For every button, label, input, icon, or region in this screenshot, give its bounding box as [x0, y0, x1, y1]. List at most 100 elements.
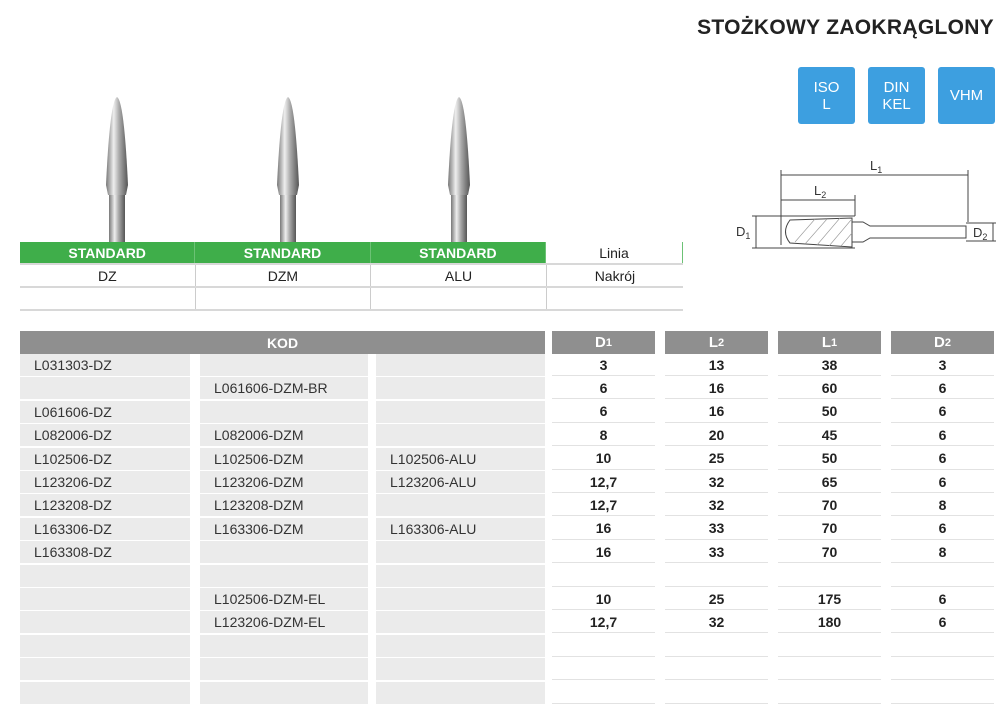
- l1-cell: 175: [778, 588, 881, 610]
- d1-cell: [552, 565, 655, 587]
- kod-cell: L102506-DZ: [20, 447, 190, 470]
- l2-cell: 25: [665, 588, 768, 610]
- kod-cell: [200, 400, 368, 423]
- table-row: L061606-DZ 6 16 50 6: [0, 400, 1006, 424]
- kod-cell: L123208-DZ: [20, 494, 190, 517]
- d1-cell: [552, 682, 655, 704]
- kod-cell: [376, 400, 545, 423]
- burr-image-dz: [106, 97, 128, 243]
- kod-cell: [200, 634, 368, 657]
- label-l2: L2: [814, 183, 826, 200]
- l2-cell: 13: [665, 354, 768, 376]
- d2-cell: [891, 565, 994, 587]
- l2-cell: 16: [665, 377, 768, 400]
- empty-cell: [371, 288, 547, 309]
- l1-cell: 70: [778, 541, 881, 564]
- d1-cell: 10: [552, 588, 655, 610]
- d1-cell: 8: [552, 424, 655, 447]
- cut-cell: DZ: [20, 265, 196, 286]
- line-cell: STANDARD: [370, 242, 547, 263]
- l2-cell: 32: [665, 494, 768, 517]
- empty-cell: [20, 288, 196, 309]
- kod-cell: [376, 424, 545, 447]
- l1-cell: [778, 565, 881, 587]
- l1-cell: 45: [778, 424, 881, 447]
- kod-cell: [376, 588, 545, 610]
- header-subscript: 2: [718, 336, 725, 349]
- d2-cell: 6: [891, 518, 994, 540]
- empty-cell: [196, 288, 372, 309]
- kod-cell: [376, 494, 545, 517]
- header-letter: L: [821, 334, 832, 351]
- l1-cell: 70: [778, 518, 881, 540]
- l1-cell: 60: [778, 377, 881, 400]
- l2-cell: [665, 635, 768, 657]
- kod-cell: [20, 588, 190, 610]
- d1-cell: 16: [552, 541, 655, 564]
- d1-cell: 3: [552, 354, 655, 376]
- label-l1: L1: [870, 158, 882, 175]
- table-row: [0, 634, 1006, 658]
- d2-cell: 6: [891, 424, 994, 447]
- table-row: L123206-DZM-EL 12,7 32 180 6: [0, 611, 1006, 634]
- line-label: Linia: [546, 242, 684, 263]
- kod-cell: [376, 681, 545, 704]
- d2-cell: 8: [891, 494, 994, 517]
- d2-cell: [891, 658, 994, 681]
- l1-cell: 50: [778, 401, 881, 423]
- table-row: L102506-DZM-EL 10 25 175 6: [0, 588, 1006, 611]
- l1-cell: [778, 658, 881, 681]
- kod-cell: [376, 611, 545, 634]
- kod-cell: [20, 681, 190, 704]
- cut-label: Nakrój: [594, 267, 636, 284]
- header-letter: L: [708, 334, 719, 351]
- d1-cell: 12,7: [552, 471, 655, 493]
- kod-cell: [376, 658, 545, 681]
- kod-cell: [376, 634, 545, 657]
- kod-cell: L123206-DZM-EL: [200, 611, 368, 634]
- badge-iso: ISO L: [798, 67, 855, 124]
- d2-cell: [891, 635, 994, 657]
- header-subscript: 1: [831, 336, 838, 349]
- product-line-table: STANDARD STANDARD STANDARD Linia DZ DZM …: [20, 242, 684, 311]
- badge-din: DIN KEL: [868, 67, 925, 124]
- header-subscript: 1: [605, 336, 612, 349]
- kod-cell: L163306-DZ: [20, 517, 190, 540]
- d1-cell: [552, 658, 655, 681]
- kod-cell: [376, 564, 545, 587]
- table-row: L123208-DZ L123208-DZM 12,7 32 70 8: [0, 494, 1006, 517]
- label-d2: D2: [973, 225, 987, 242]
- kod-cell: [20, 634, 190, 657]
- l2-cell: 32: [665, 471, 768, 493]
- kod-header: KOD: [20, 331, 545, 354]
- page-title: STOŻKOWY ZAOKRĄGLONY: [697, 16, 994, 39]
- burr-image-alu: [448, 97, 470, 243]
- d1-cell: 16: [552, 518, 655, 540]
- l2-cell: 20: [665, 424, 768, 447]
- table-row: L123206-DZ L123206-DZM L123206-ALU 12,7 32 65…: [0, 471, 1006, 494]
- kod-cell: [376, 377, 545, 400]
- header-subscript: 2: [944, 336, 951, 349]
- kod-cell: [20, 564, 190, 587]
- kod-cell: L061606-DZ: [20, 400, 190, 423]
- kod-cell: L082006-DZ: [20, 424, 190, 447]
- label-d1: D1: [736, 224, 750, 241]
- d2-cell: 6: [891, 448, 994, 470]
- l2-cell: 25: [665, 448, 768, 470]
- kod-cell: [200, 681, 368, 704]
- l2-cell: 16: [665, 401, 768, 423]
- l2-cell: [665, 565, 768, 587]
- d1-cell: 6: [552, 401, 655, 423]
- line-cell: STANDARD: [20, 242, 196, 263]
- kod-cell: [376, 541, 545, 564]
- l1-cell: [778, 635, 881, 657]
- kod-cell: [20, 611, 190, 634]
- l2-cell: 33: [665, 541, 768, 564]
- d2-cell: 6: [891, 471, 994, 493]
- kod-cell: [200, 658, 368, 681]
- l1-cell: 65: [778, 471, 881, 493]
